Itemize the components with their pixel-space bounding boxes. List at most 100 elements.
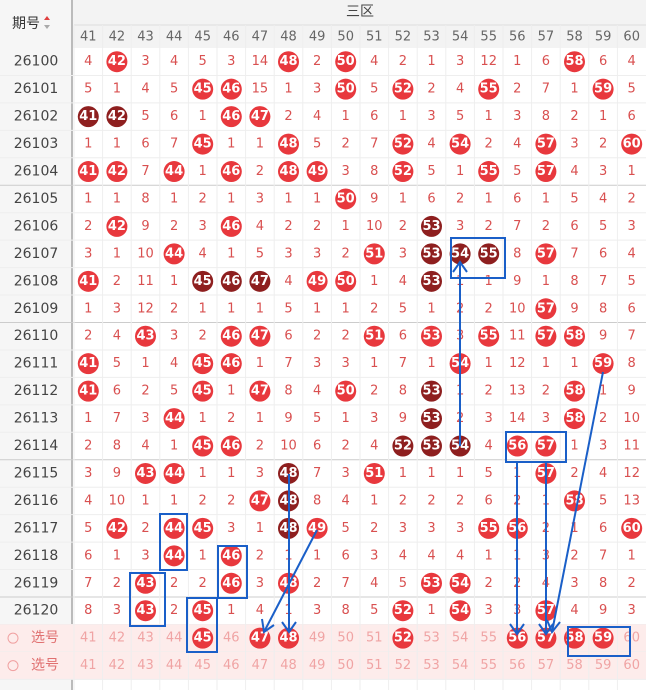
miss-count: 2 <box>313 219 321 234</box>
column-number: 50 <box>337 30 354 45</box>
miss-count: 11 <box>623 439 640 454</box>
column-number: 55 <box>480 30 497 45</box>
miss-count: 9 <box>599 603 607 618</box>
column-number: 51 <box>366 30 383 45</box>
ball-number: 58 <box>565 631 583 646</box>
ball <box>421 572 442 594</box>
sort-down[interactable] <box>44 25 50 29</box>
miss-count: 1 <box>427 356 435 371</box>
pick-number: 52 <box>395 658 412 673</box>
miss-count: 2 <box>227 493 235 508</box>
ball-number: 46 <box>222 548 240 563</box>
ball <box>135 600 156 622</box>
ball-number: 46 <box>222 439 240 454</box>
miss-count: 1 <box>227 246 235 261</box>
miss-count: 4 <box>256 219 264 234</box>
miss-count: 3 <box>485 603 493 618</box>
column-number: 49 <box>309 30 326 45</box>
column-number: 42 <box>109 30 126 45</box>
miss-count: 3 <box>313 246 321 261</box>
miss-count: 2 <box>570 548 578 563</box>
annotations <box>129 237 631 657</box>
miss-count: 4 <box>370 54 378 69</box>
miss-count: 9 <box>284 411 292 426</box>
miss-count: 8 <box>313 493 321 508</box>
ball-number: 56 <box>508 439 526 454</box>
miss-count: 7 <box>284 356 292 371</box>
ball-number: 51 <box>365 246 383 261</box>
miss-count: 1 <box>628 164 636 179</box>
miss-count: 2 <box>199 576 207 591</box>
miss-count: 4 <box>170 356 178 371</box>
miss-count: 1 <box>84 301 92 316</box>
ball <box>192 435 214 457</box>
ball <box>249 106 271 128</box>
pick-label[interactable]: 选号 <box>31 630 59 646</box>
miss-count: 1 <box>141 356 149 371</box>
miss-count: 7 <box>599 274 607 289</box>
ball <box>449 600 471 622</box>
ball <box>392 133 414 155</box>
ball-number: 47 <box>251 109 269 124</box>
ball <box>421 270 442 292</box>
ball <box>192 517 214 539</box>
ball-number: 55 <box>480 246 498 261</box>
miss-count: 4 <box>628 54 636 69</box>
miss-count: 7 <box>170 137 178 152</box>
ball <box>278 627 299 649</box>
miss-count: 1 <box>170 493 178 508</box>
column-number: 46 <box>223 30 240 45</box>
ball <box>220 545 242 567</box>
miss-count: 1 <box>342 219 350 234</box>
ball <box>506 627 528 649</box>
miss-count: 3 <box>256 466 264 481</box>
miss-count: 9 <box>628 384 636 399</box>
miss-count: 10 <box>280 439 297 454</box>
miss-count: 1 <box>570 521 578 536</box>
pick-label[interactable]: 选号 <box>31 658 59 674</box>
miss-count: 2 <box>84 439 92 454</box>
miss-count: 13 <box>509 384 526 399</box>
ball-number: 48 <box>279 631 297 646</box>
miss-count: 6 <box>599 246 607 261</box>
pick-number: 48 <box>280 658 297 673</box>
ball-number: 60 <box>623 521 641 536</box>
ball <box>135 462 156 484</box>
ball-number: 59 <box>594 356 612 371</box>
ball-number: 44 <box>165 521 183 536</box>
period-header[interactable]: 期号 <box>12 16 40 32</box>
period: 26113 <box>14 411 59 427</box>
miss-count: 1 <box>427 301 435 316</box>
miss-count: 1 <box>370 493 378 508</box>
miss-count: 5 <box>199 54 207 69</box>
miss-count: 3 <box>399 521 407 536</box>
pick-number: 57 <box>538 658 555 673</box>
miss-count: 1 <box>227 301 235 316</box>
ball <box>220 325 242 347</box>
ball-number: 47 <box>251 631 269 646</box>
miss-count: 2 <box>485 219 493 234</box>
miss-count: 4 <box>370 439 378 454</box>
miss-count: 1 <box>84 191 92 206</box>
miss-count: 4 <box>399 274 407 289</box>
miss-count: 1 <box>284 82 292 97</box>
miss-count: 2 <box>485 137 493 152</box>
ball-number: 46 <box>222 329 240 344</box>
ball-number: 45 <box>194 603 212 618</box>
sort-up[interactable] <box>44 16 50 20</box>
note-box <box>450 237 506 279</box>
miss-count: 1 <box>227 603 235 618</box>
ball <box>249 270 271 292</box>
miss-count: 1 <box>113 137 121 152</box>
miss-count: 5 <box>170 82 178 97</box>
ball-number: 47 <box>251 493 269 508</box>
miss-count: 8 <box>113 439 121 454</box>
miss-count: 2 <box>427 493 435 508</box>
miss-count: 1 <box>199 466 207 481</box>
ball-number: 47 <box>251 384 269 399</box>
ball <box>77 270 99 292</box>
miss-count: 4 <box>456 82 464 97</box>
ball <box>192 380 214 402</box>
pick-number: 44 <box>166 658 183 673</box>
ball-number: 52 <box>394 631 412 646</box>
